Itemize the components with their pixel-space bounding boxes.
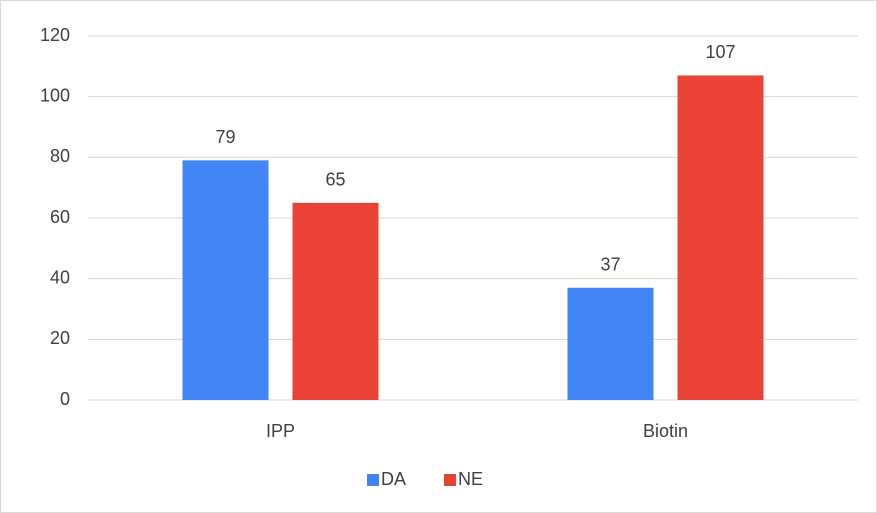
y-tick-label: 0 (60, 389, 70, 409)
data-label: 37 (600, 255, 620, 275)
x-tick-label: IPP (266, 421, 295, 441)
bar (292, 202, 379, 400)
data-label: 107 (705, 42, 735, 62)
bar (182, 160, 269, 400)
y-tick-label: 40 (50, 267, 70, 287)
y-tick-label: 100 (40, 85, 70, 105)
data-label: 79 (215, 127, 235, 147)
data-label: 65 (325, 170, 345, 190)
legend-label: DA (381, 469, 406, 489)
legend-swatch (444, 474, 456, 486)
y-tick-label: 60 (50, 207, 70, 227)
bar (677, 75, 764, 400)
y-tick-label: 80 (50, 146, 70, 166)
x-tick-label: Biotin (643, 421, 688, 441)
legend-swatch (367, 474, 379, 486)
bar (567, 287, 654, 400)
y-tick-label: 120 (40, 25, 70, 45)
y-tick-label: 20 (50, 328, 70, 348)
legend-label: NE (458, 469, 483, 489)
